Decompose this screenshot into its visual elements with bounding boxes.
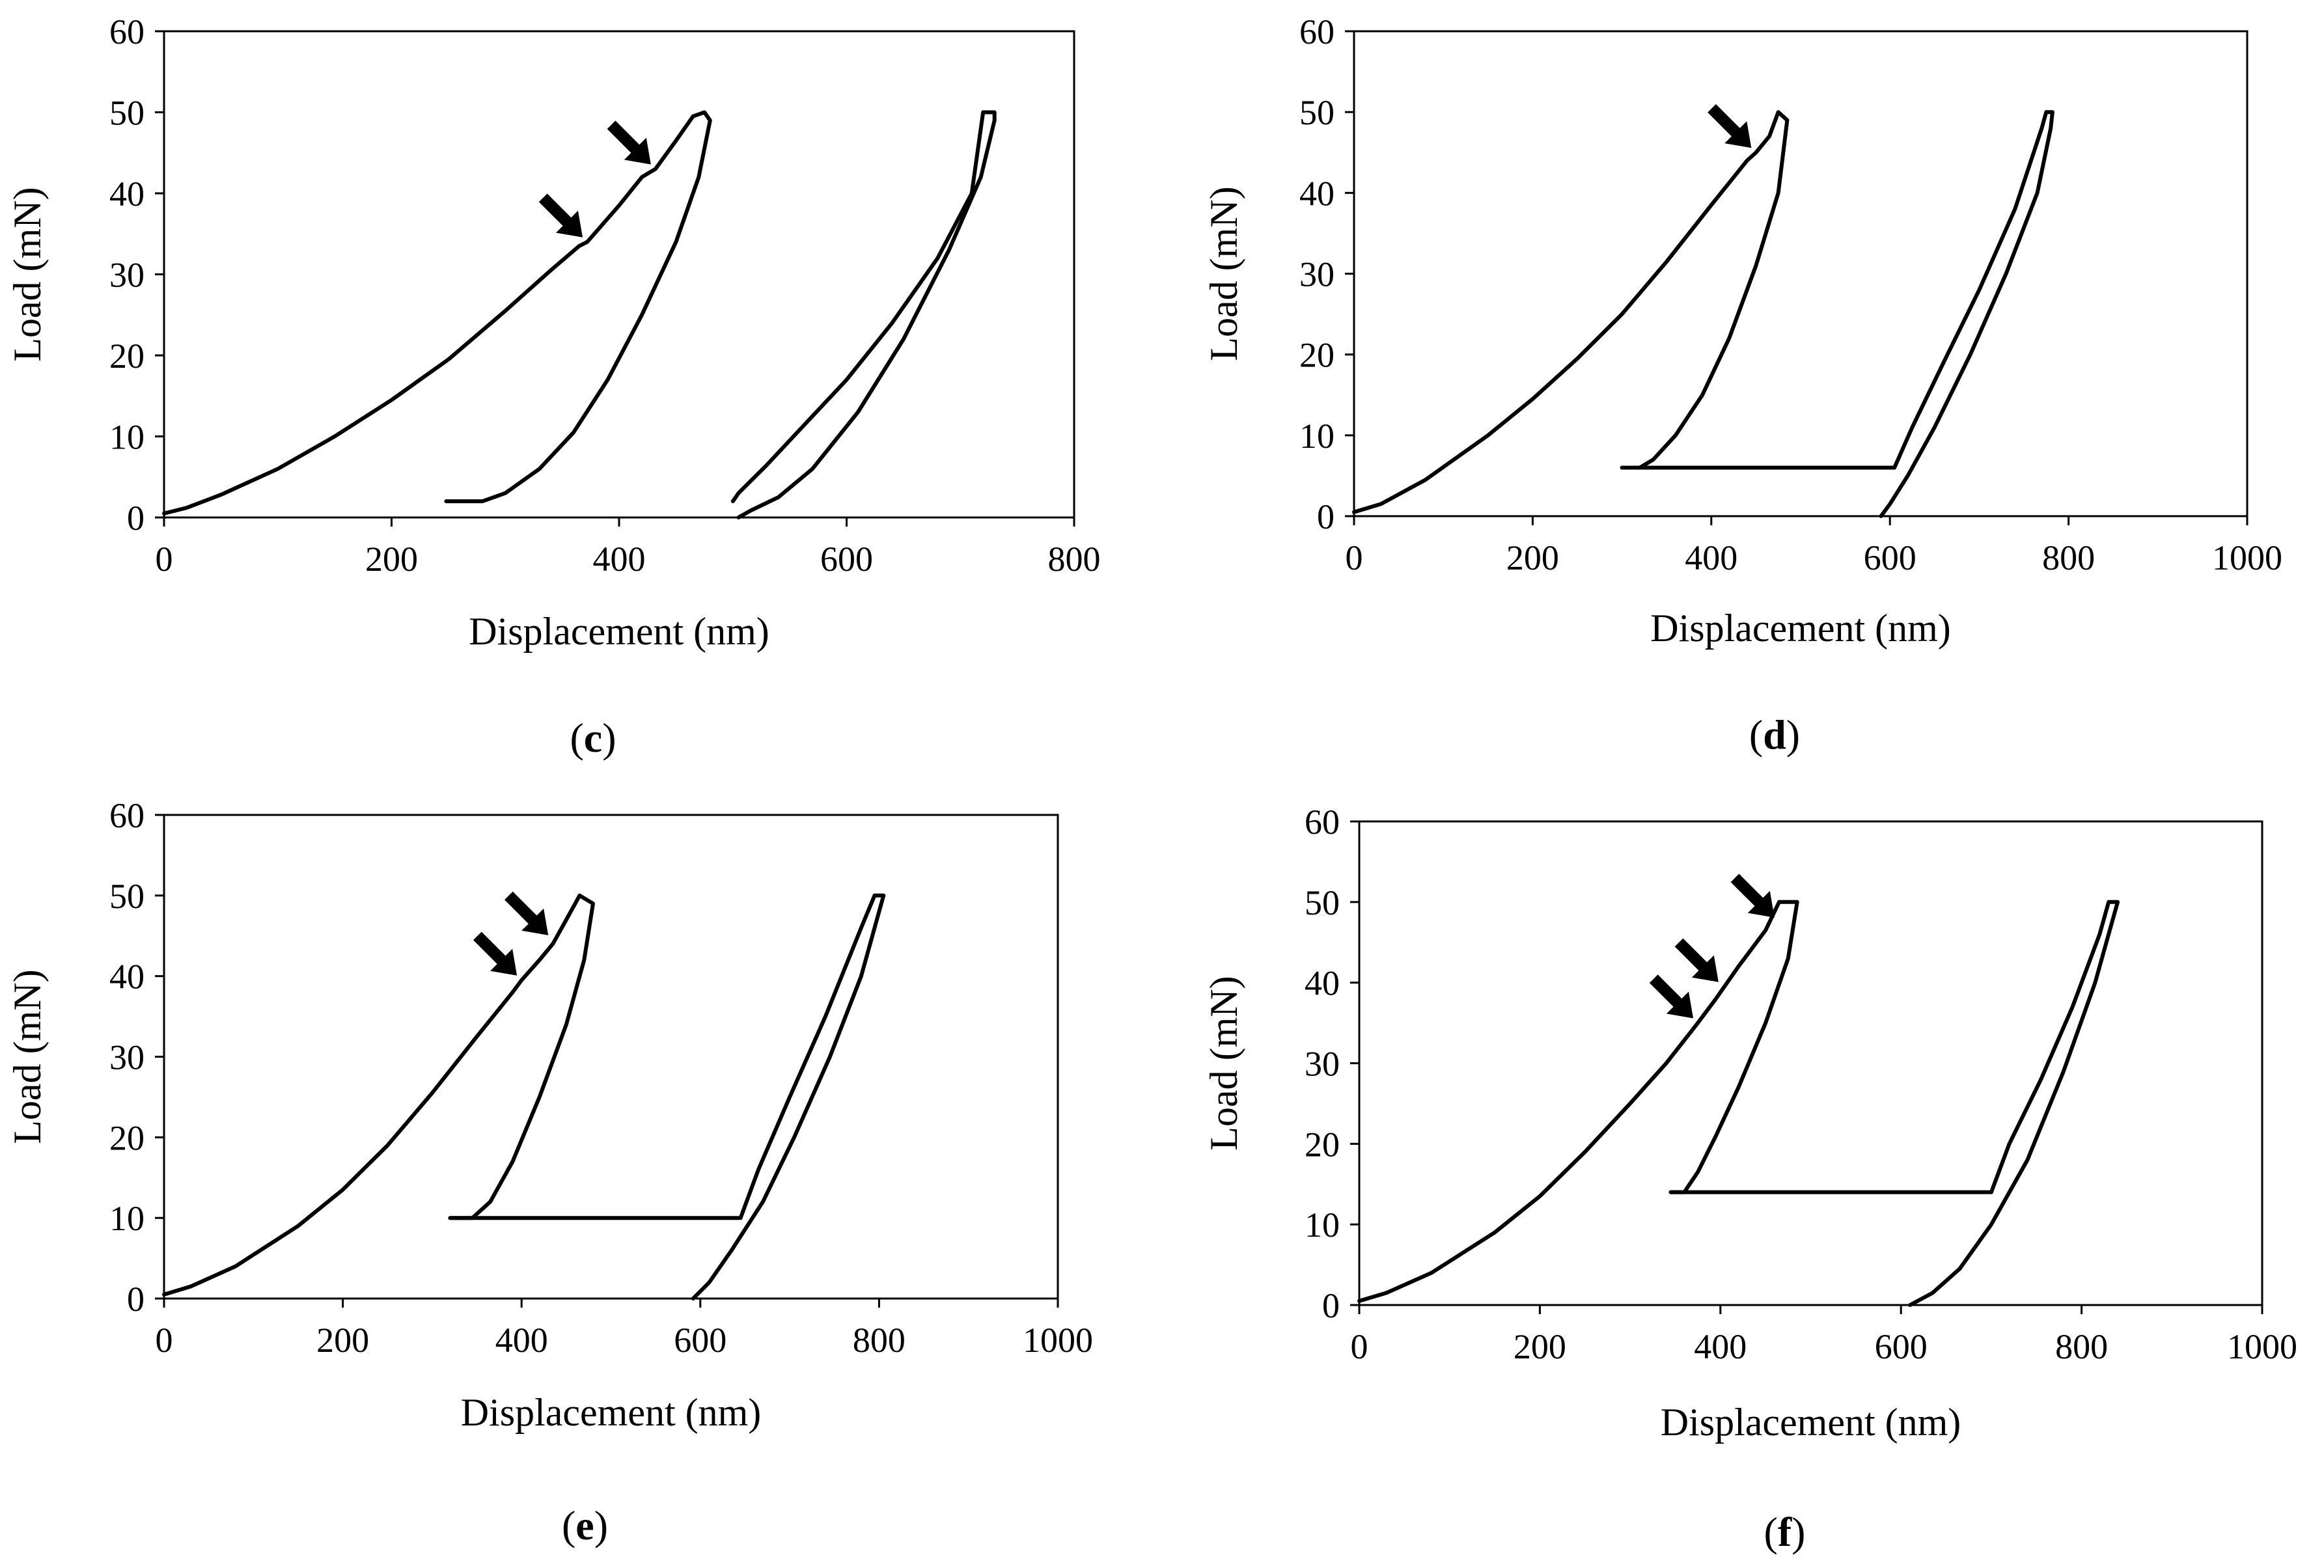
pop-in-arrow	[505, 891, 549, 935]
panel-label-open: (	[1749, 711, 1763, 758]
y-tick-label: 20	[1299, 336, 1335, 375]
pop-in-arrow	[1730, 873, 1775, 918]
y-tick-label: 40	[109, 174, 145, 213]
x-tick-label: 200	[365, 540, 418, 579]
x-tick-label: 800	[2042, 538, 2095, 577]
series-line-1	[1357, 900, 1799, 1303]
y-axis-title: Load (mN)	[6, 187, 49, 361]
pop-in-arrow	[1674, 938, 1719, 982]
series-line-1	[162, 893, 595, 1297]
plot-area-frame	[1353, 30, 2248, 517]
x-tick-label: 400	[1685, 538, 1737, 577]
x-axis-title: Displacement (nm)	[461, 1391, 762, 1434]
series-line-2	[448, 893, 886, 1300]
x-tick-label: 1000	[2227, 1327, 2297, 1366]
y-tick-label: 10	[109, 1199, 145, 1238]
y-tick-label: 10	[109, 418, 145, 457]
y-tick-label: 20	[109, 337, 145, 376]
y-tick-label: 50	[109, 94, 145, 133]
x-tick-label: 600	[674, 1321, 726, 1360]
x-tick-label: 200	[1514, 1327, 1566, 1366]
chart-panel-e: 0 200 400 600 800 1000 0 10 20 30 40 50 60 Displaceme…	[6, 796, 1093, 1548]
series-line-1	[1352, 110, 1790, 514]
panel-label: (e)	[562, 1502, 608, 1548]
panel-label-open: (	[562, 1502, 575, 1548]
pop-in-arrow	[1649, 974, 1694, 1019]
y-tick-label: 0	[1317, 497, 1335, 536]
x-tick-label: 600	[1864, 538, 1916, 577]
x-tick-label: 1000	[2212, 538, 2282, 577]
chart-panel-d: 0 200 400 600 800 1000 0 10 20 30 40 50 60 Displaceme…	[1202, 12, 2282, 758]
panel-label-letter: d	[1763, 711, 1786, 758]
x-tick-label: 400	[495, 1321, 548, 1360]
y-tick-label: 50	[1305, 883, 1340, 922]
y-tick-label: 40	[1299, 174, 1335, 213]
y-axis-title: Load (mN)	[1202, 186, 1245, 361]
series-line-2	[1620, 110, 2054, 518]
chart-panel-f: 0 200 400 600 800 1000 0 10 20 30 40 50 60 Displaceme…	[1202, 803, 2297, 1555]
panel-label-close: )	[1786, 711, 1800, 758]
x-tick-label: 800	[2055, 1327, 2108, 1366]
y-tick-label: 30	[109, 256, 145, 295]
x-tick-label: 0	[156, 540, 173, 579]
pop-in-arrow	[473, 931, 518, 976]
series-line-1	[162, 110, 712, 516]
x-tick-label: 0	[1346, 538, 1363, 577]
panel-label: (c)	[570, 715, 616, 761]
x-tick-label: 400	[1694, 1327, 1747, 1366]
panel-label-letter: f	[1778, 1509, 1792, 1555]
y-axis-title: Load (mN)	[6, 969, 49, 1144]
x-axis-title: Displacement (nm)	[1650, 607, 1951, 650]
y-tick-label: 40	[109, 957, 145, 997]
x-tick-label: 600	[1875, 1327, 1928, 1366]
x-axis-title: Displacement (nm)	[469, 610, 769, 653]
y-tick-label: 60	[109, 796, 145, 835]
y-tick-label: 50	[109, 877, 145, 916]
y-axis-title: Load (mN)	[1202, 976, 1245, 1150]
y-tick-label: 60	[1305, 803, 1340, 842]
y-tick-label: 40	[1305, 964, 1340, 1003]
panel-label-letter: c	[584, 715, 602, 761]
y-tick-label: 10	[1305, 1205, 1340, 1245]
x-tick-label: 1000	[1023, 1321, 1093, 1360]
pop-in-arrow	[538, 193, 583, 238]
y-tick-label: 20	[109, 1118, 145, 1157]
x-tick-label: 200	[1506, 538, 1559, 577]
x-tick-label: 0	[156, 1321, 173, 1360]
x-tick-label: 600	[820, 540, 873, 579]
y-tick-label: 20	[1305, 1125, 1340, 1164]
y-tick-label: 0	[127, 1280, 145, 1319]
panel-label-open: (	[570, 715, 583, 761]
y-tick-label: 30	[1299, 255, 1335, 294]
x-tick-label: 800	[853, 1321, 906, 1360]
y-tick-label: 50	[1299, 93, 1335, 132]
panel-label-close: )	[602, 715, 616, 761]
pop-in-arrow	[1708, 104, 1752, 148]
y-tick-label: 0	[127, 499, 145, 538]
y-tick-label: 30	[109, 1038, 145, 1077]
x-tick-label: 200	[316, 1321, 369, 1360]
x-tick-label: 400	[593, 540, 646, 579]
panel-label-letter: e	[575, 1502, 594, 1548]
series-line-2	[730, 110, 997, 519]
y-tick-label: 60	[1299, 12, 1335, 51]
y-tick-label: 0	[1322, 1286, 1340, 1325]
pop-in-arrow	[607, 120, 651, 165]
y-tick-label: 60	[109, 12, 145, 51]
x-tick-label: 800	[1048, 540, 1101, 579]
y-tick-label: 10	[1299, 417, 1335, 456]
panel-label: (f)	[1764, 1509, 1806, 1555]
x-tick-label: 0	[1351, 1327, 1368, 1366]
series-line-2	[1668, 900, 2120, 1307]
panel-label-close: )	[594, 1502, 608, 1548]
panel-label-close: )	[1791, 1509, 1805, 1555]
chart-panel-c: 0 200 400 600 800 0 10 20 30 40 50 60 Displacement (…	[6, 12, 1101, 761]
x-axis-title: Displacement (nm)	[1661, 1401, 1961, 1444]
y-tick-label: 30	[1305, 1045, 1340, 1084]
panel-label: (d)	[1749, 711, 1800, 758]
panel-label-open: (	[1764, 1509, 1778, 1555]
